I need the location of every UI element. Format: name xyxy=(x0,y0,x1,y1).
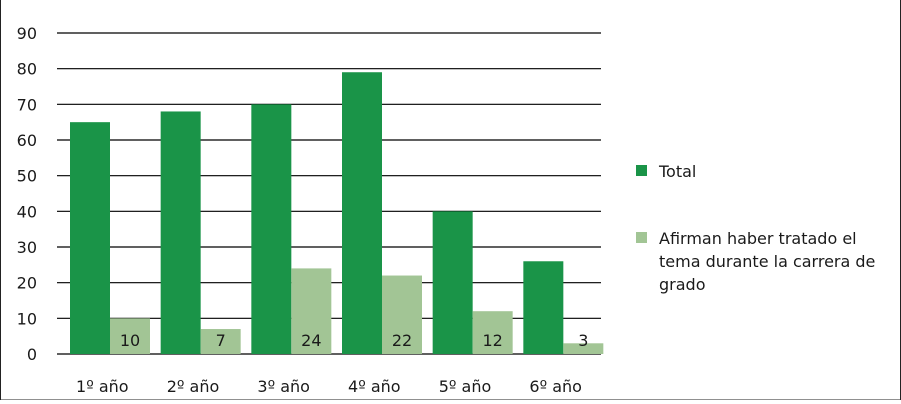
x-tick-label-1: 1º año xyxy=(76,377,129,396)
bar-total-5 xyxy=(432,211,473,354)
bar-afirman-1 xyxy=(110,318,150,354)
legend-label-afirman: Afirman haber tratado el tema durante la… xyxy=(659,229,876,294)
bar-afirman-4 xyxy=(382,275,422,354)
y-tick-label-90: 90 xyxy=(17,24,37,43)
bar-total-6 xyxy=(523,261,564,354)
x-tick-label-5: 5º año xyxy=(439,377,492,396)
data-label-afirman-3: 24 xyxy=(301,331,321,350)
legend-item-afirman: Afirman haber tratado el tema durante la… xyxy=(636,227,886,296)
bar-total-3 xyxy=(251,104,292,354)
legend-swatch-total xyxy=(636,165,647,176)
data-label-afirman-2: 7 xyxy=(216,331,226,350)
bar-total-2 xyxy=(160,111,201,354)
legend-item-total: Total xyxy=(636,160,886,183)
data-label-afirman-1: 10 xyxy=(120,331,140,350)
y-tick-label-20: 20 xyxy=(17,274,37,293)
legend-swatch-afirman xyxy=(636,232,647,243)
x-tick-label-4: 4º año xyxy=(348,377,401,396)
x-tick-label-6: 6º año xyxy=(529,377,582,396)
y-tick-label-0: 0 xyxy=(27,345,37,364)
bar-afirman-3 xyxy=(291,268,332,354)
data-label-afirman-4: 22 xyxy=(392,331,412,350)
bar-total-1 xyxy=(70,122,110,355)
x-tick-label-3: 3º año xyxy=(257,377,310,396)
y-tick-label-60: 60 xyxy=(17,131,37,150)
y-axis-ticks: 0 10 20 30 40 50 60 70 80 90 xyxy=(17,24,37,364)
bar-afirman-2 xyxy=(200,329,241,354)
legend: Total Afirman haber tratado el tema dura… xyxy=(636,160,886,340)
data-label-afirman-5: 12 xyxy=(482,331,502,350)
data-label-afirman-6: 3 xyxy=(578,331,588,350)
y-tick-label-50: 50 xyxy=(17,167,37,186)
bars: 10 7 24 22 12 3 xyxy=(70,72,604,355)
y-tick-label-30: 30 xyxy=(17,238,37,257)
y-tick-label-80: 80 xyxy=(17,60,37,79)
legend-label-total: Total xyxy=(659,162,697,181)
bar-afirman-5 xyxy=(472,311,513,354)
y-tick-label-40: 40 xyxy=(17,202,37,221)
y-tick-label-10: 10 xyxy=(17,309,37,328)
x-tick-label-2: 2º año xyxy=(167,377,220,396)
y-tick-label-70: 70 xyxy=(17,95,37,114)
bar-total-4 xyxy=(342,72,382,354)
bar-afirman-6 xyxy=(563,343,604,354)
x-axis-ticks: 1º año 2º año 3º año 4º año 5º año 6º año xyxy=(76,377,582,396)
